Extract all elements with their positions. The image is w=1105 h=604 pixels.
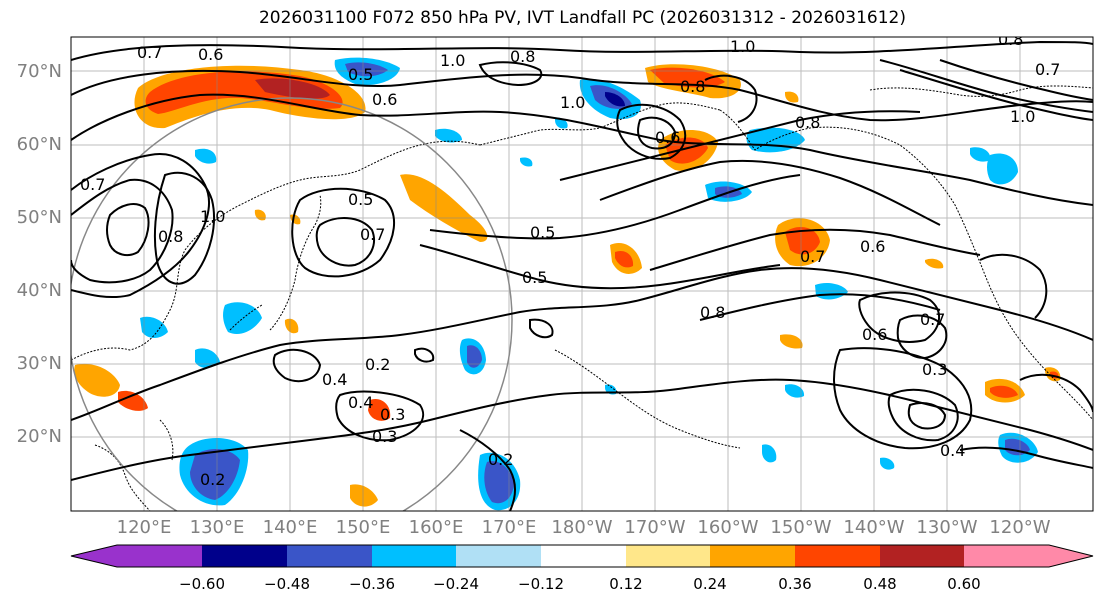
contour-label: 0.2 bbox=[365, 355, 390, 374]
lon-label: 130°E bbox=[189, 517, 245, 538]
colorbar-tick-label: 0.60 bbox=[947, 575, 981, 593]
colorbar-swatch bbox=[880, 545, 964, 567]
contour-label: 0.8 bbox=[795, 113, 820, 132]
colorbar bbox=[70, 544, 1094, 568]
lon-label: 180°W bbox=[551, 517, 613, 538]
region-circle bbox=[71, 97, 513, 511]
lon-label: 130°W bbox=[916, 517, 978, 538]
contour-label: 0.5 bbox=[530, 223, 555, 242]
contour-label: 1.0 bbox=[730, 37, 755, 56]
contour-label: 0.7 bbox=[360, 225, 385, 244]
contour-label: 0.7 bbox=[1035, 60, 1060, 79]
contour-label: 0.8 bbox=[680, 77, 705, 96]
colorbar-tick-label: 0.12 bbox=[609, 575, 643, 593]
contour-label: 0.8 bbox=[158, 227, 183, 246]
contour-label: 0.6 bbox=[372, 90, 397, 109]
lon-label: 140°E bbox=[262, 517, 318, 538]
contour-label: 0.4 bbox=[348, 393, 373, 412]
colorbar-high-extend bbox=[1049, 545, 1093, 567]
contour-label: 0.8 bbox=[700, 303, 725, 322]
colorbar-swatch bbox=[710, 545, 795, 567]
lon-label: 160°E bbox=[408, 517, 464, 538]
shading-negative bbox=[140, 57, 1038, 511]
lat-label: 70°N bbox=[16, 61, 62, 82]
colorbar-swatch bbox=[795, 545, 880, 567]
colorbar-outline bbox=[70, 544, 1094, 568]
lon-label: 170°W bbox=[624, 517, 686, 538]
lat-label: 60°N bbox=[16, 134, 62, 155]
contour-label: 0.6 bbox=[655, 128, 680, 147]
contour-label: 0.8 bbox=[510, 47, 535, 66]
colorbar-swatch bbox=[964, 545, 1049, 567]
colorbar-swatch bbox=[202, 545, 287, 567]
lon-label: 150°E bbox=[335, 517, 391, 538]
colorbar-tick-label: −0.48 bbox=[264, 575, 310, 593]
contour-label: 0.6 bbox=[198, 45, 223, 64]
contour-label: 0.7 bbox=[80, 175, 105, 194]
contour-label: 0.7 bbox=[920, 310, 945, 329]
colorbar-tick-label: −0.60 bbox=[179, 575, 225, 593]
contour-label: 0.3 bbox=[380, 405, 405, 424]
graticule bbox=[71, 37, 1093, 511]
lat-label: 20°N bbox=[16, 426, 62, 447]
contour-label: 0.3 bbox=[922, 360, 947, 379]
map-frame bbox=[70, 36, 1094, 512]
colorbar-tick-label: −0.24 bbox=[433, 575, 479, 593]
colorbar-tick-label: −0.36 bbox=[349, 575, 395, 593]
contour-label: 0.6 bbox=[860, 237, 885, 256]
lat-label: 50°N bbox=[16, 207, 62, 228]
contour-label: 0.3 bbox=[372, 427, 397, 446]
colorbar-tick-label: 0.48 bbox=[863, 575, 897, 593]
contour-label: 0.5 bbox=[348, 190, 373, 209]
contour-label: 0.4 bbox=[322, 370, 347, 389]
colorbar-low-extend bbox=[71, 545, 117, 567]
contour-label: 0.6 bbox=[862, 325, 887, 344]
colorbar-swatch bbox=[287, 545, 372, 567]
contour-label: 0.5 bbox=[348, 65, 373, 84]
contour-label: 0.7 bbox=[800, 247, 825, 266]
contour-label: 0.8 bbox=[998, 30, 1023, 49]
lon-label: 120°W bbox=[989, 517, 1051, 538]
colorbar-swatch bbox=[541, 545, 626, 567]
contour-label: 0.2 bbox=[488, 450, 513, 469]
colorbar-swatch bbox=[117, 545, 202, 567]
colorbar-tick-label: 0.36 bbox=[778, 575, 812, 593]
lon-label: 160°W bbox=[697, 517, 759, 538]
lon-label: 150°W bbox=[770, 517, 832, 538]
colorbar-tick-label: 0.24 bbox=[693, 575, 727, 593]
colorbar-swatch bbox=[456, 545, 541, 567]
colorbar-swatch bbox=[372, 545, 456, 567]
colorbar-tick-label: −0.12 bbox=[518, 575, 564, 593]
pv-contours bbox=[71, 40, 1093, 511]
contour-label: 1.0 bbox=[200, 207, 225, 226]
contour-label: 0.7 bbox=[137, 43, 162, 62]
colorbar-swatch bbox=[626, 545, 710, 567]
lon-label: 120°E bbox=[116, 517, 172, 538]
lon-label: 170°E bbox=[481, 517, 537, 538]
contour-label: 1.0 bbox=[560, 93, 585, 112]
contour-label: 0.4 bbox=[940, 441, 965, 460]
contour-labels: 0.7 0.6 0.5 1.0 0.8 0.6 1.0 0.6 0.8 1.0 … bbox=[80, 30, 1060, 489]
contour-label: 0.2 bbox=[200, 470, 225, 489]
lon-label: 140°W bbox=[843, 517, 905, 538]
lat-label: 30°N bbox=[16, 353, 62, 374]
lat-label: 40°N bbox=[16, 280, 62, 301]
contour-label: 1.0 bbox=[440, 51, 465, 70]
contour-label: 0.5 bbox=[522, 268, 547, 287]
contour-label: 1.0 bbox=[1010, 107, 1035, 126]
map-title: 2026031100 F072 850 hPa PV, IVT Landfall… bbox=[258, 8, 906, 28]
